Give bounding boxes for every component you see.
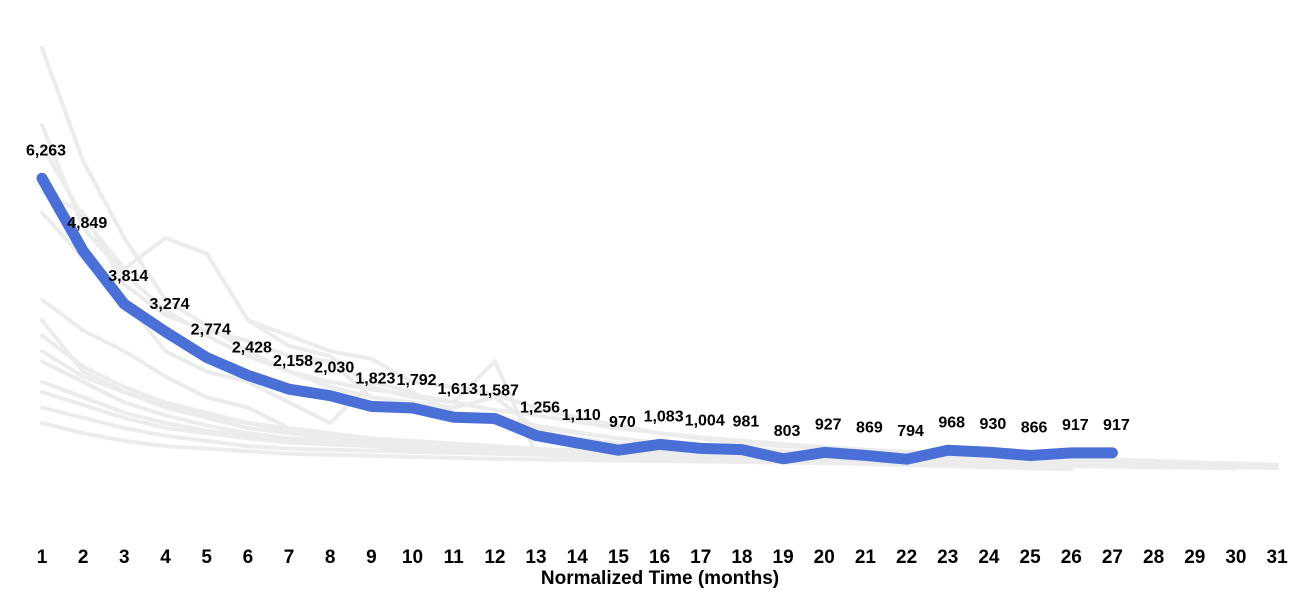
x-tick-label: 15 xyxy=(608,547,630,568)
x-tick-label: 10 xyxy=(402,547,423,568)
x-tick-label: 4 xyxy=(160,547,171,568)
x-tick-label: 13 xyxy=(525,547,546,568)
x-tick-label: 8 xyxy=(325,547,336,568)
x-axis-title: Normalized Time (months) xyxy=(541,568,779,589)
data-label: 794 xyxy=(897,423,924,440)
x-tick-label: 2 xyxy=(78,547,89,568)
background-series-line xyxy=(40,390,1156,463)
x-tick-label: 17 xyxy=(690,547,711,568)
data-label: 6,263 xyxy=(26,142,66,159)
x-tick-label: 30 xyxy=(1225,547,1246,568)
data-label: 3,814 xyxy=(108,268,148,285)
background-series-line xyxy=(40,421,1238,471)
x-tick-label: 24 xyxy=(978,547,1000,568)
highlighted-series-group xyxy=(36,172,1118,465)
x-tick-label: 18 xyxy=(731,547,752,568)
data-label: 970 xyxy=(609,414,636,431)
x-tick-label: 25 xyxy=(1020,547,1042,568)
data-label: 1,256 xyxy=(520,400,560,417)
x-tick-label: 27 xyxy=(1102,547,1123,568)
data-label: 1,004 xyxy=(685,412,725,429)
data-label: 927 xyxy=(815,416,842,433)
data-label: 917 xyxy=(1103,417,1130,434)
x-tick-label: 9 xyxy=(366,547,377,568)
data-label: 3,274 xyxy=(149,296,189,313)
data-label: 2,158 xyxy=(273,353,313,370)
x-tick-label: 11 xyxy=(444,547,465,568)
background-series-group xyxy=(40,46,1280,472)
data-label: 1,792 xyxy=(396,372,436,389)
x-tick-label: 29 xyxy=(1184,547,1205,568)
x-tick-label: 14 xyxy=(567,547,589,568)
data-label: 2,030 xyxy=(314,360,354,377)
x-tick-label: 22 xyxy=(896,547,917,568)
x-tick-label: 16 xyxy=(649,547,670,568)
x-tick-label: 3 xyxy=(119,547,130,568)
x-tick-label: 7 xyxy=(284,547,295,568)
data-label: 930 xyxy=(980,416,1007,433)
x-tick-label: 6 xyxy=(243,547,254,568)
data-label: 2,428 xyxy=(232,339,272,356)
background-series-line xyxy=(40,405,1238,468)
data-label: 1,587 xyxy=(479,383,519,400)
x-tick-label: 21 xyxy=(855,547,877,568)
x-tick-label: 23 xyxy=(937,547,958,568)
x-axis-ticks: 1 2 3 4 5 6 7 8 9 10 11 12 13 14 15 16 17 18 19 20 21 22 23 24 2… xyxy=(37,547,1288,568)
x-tick-label: 1 xyxy=(37,547,48,568)
highlighted-series-line xyxy=(36,172,1118,465)
data-label: 1,083 xyxy=(644,408,684,425)
data-label: 803 xyxy=(774,423,801,440)
x-tick-label: 5 xyxy=(201,547,212,568)
x-tick-label: 20 xyxy=(814,547,835,568)
data-label: 968 xyxy=(938,414,965,431)
data-label: 917 xyxy=(1062,417,1089,434)
x-tick-label: 19 xyxy=(773,547,794,568)
x-tick-label: 28 xyxy=(1143,547,1164,568)
x-tick-label: 26 xyxy=(1061,547,1082,568)
data-label: 2,774 xyxy=(191,322,231,339)
data-label: 866 xyxy=(1021,420,1048,437)
data-label: 1,110 xyxy=(562,407,601,424)
data-label: 869 xyxy=(856,419,883,436)
data-label: 4,849 xyxy=(67,215,107,232)
x-tick-label: 12 xyxy=(484,547,505,568)
data-label: 981 xyxy=(733,414,760,431)
x-tick-label: 31 xyxy=(1267,547,1289,568)
data-label: 1,823 xyxy=(355,370,395,387)
data-label: 1,613 xyxy=(438,381,478,398)
